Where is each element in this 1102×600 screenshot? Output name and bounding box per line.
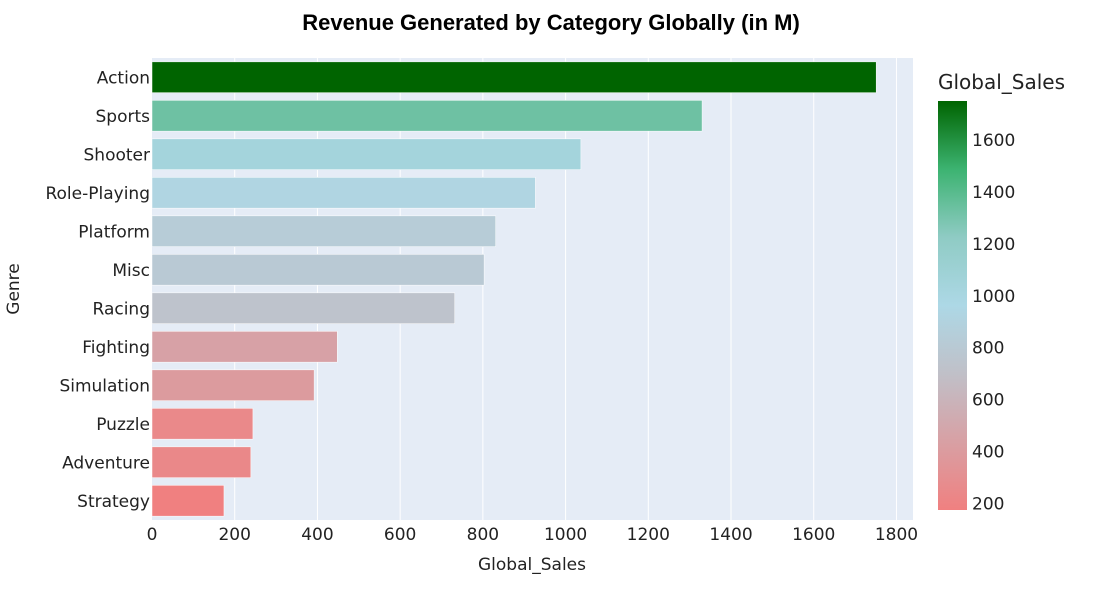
bar-platform	[151, 215, 496, 247]
bar-puzzle	[151, 408, 254, 440]
grid-lines	[234, 58, 897, 520]
colorbar-tick-label: 800	[972, 339, 1004, 359]
x-tick-label: 800	[467, 525, 499, 545]
x-tick-label: 0	[147, 525, 158, 545]
bar-sports	[151, 100, 703, 132]
colorbar-tick-label: 1000	[972, 287, 1015, 307]
colorbar-tick-label: 200	[972, 494, 1004, 514]
x-tick-labels: 0 200 400 600 800 1000 1200 1400 1600 1800	[147, 525, 919, 545]
y-axis-title: Genre	[4, 263, 24, 314]
colorbar-tick-label: 1400	[972, 183, 1015, 203]
bar-simulation	[151, 369, 315, 401]
chart-title: Revenue Generated by Category Globally (…	[302, 10, 800, 35]
bar-action	[151, 61, 877, 93]
x-tick-label: 400	[301, 525, 333, 545]
colorbar-tick-labels: 200 400 600 800 1000 1200 1400 1600	[972, 131, 1015, 514]
colorbar-title: Global_Sales	[938, 70, 1065, 94]
y-tick-label: Platform	[78, 222, 150, 242]
bar-role-playing	[151, 177, 536, 209]
colorbar-tick-label: 1600	[972, 131, 1015, 151]
x-tick-label: 600	[384, 525, 416, 545]
colorbar	[938, 101, 967, 510]
x-tick-label: 1000	[544, 525, 587, 545]
colorbar-tick-label: 400	[972, 442, 1004, 462]
bars	[151, 61, 877, 517]
x-tick-label: 1600	[792, 525, 835, 545]
bar-fighting	[151, 331, 338, 363]
y-tick-label: Role-Playing	[45, 184, 150, 204]
y-tick-label: Sports	[96, 107, 151, 127]
x-tick-label: 1800	[875, 525, 918, 545]
bar-strategy	[151, 485, 225, 517]
plot-area	[152, 58, 913, 520]
y-tick-label: Racing	[93, 299, 151, 319]
y-tick-labels: Action Sports Shooter Role-Playing Platform M…	[45, 68, 150, 512]
bar-racing	[151, 292, 455, 324]
y-tick-label: Fighting	[82, 338, 150, 358]
x-tick-label: 1400	[709, 525, 752, 545]
bar-misc	[151, 254, 485, 286]
y-tick-label: Action	[97, 68, 150, 88]
y-tick-label: Misc	[112, 261, 150, 281]
x-tick-label: 200	[218, 525, 250, 545]
y-tick-label: Adventure	[62, 453, 150, 473]
colorbar-tick-label: 600	[972, 391, 1004, 411]
colorbar-tick-label: 1200	[972, 235, 1015, 255]
y-tick-label: Shooter	[84, 145, 150, 165]
bar-adventure	[151, 446, 252, 478]
x-axis-title: Global_Sales	[478, 555, 586, 575]
y-tick-label: Puzzle	[96, 415, 150, 435]
y-tick-label: Simulation	[59, 376, 150, 396]
bar-shooter	[151, 138, 582, 170]
x-tick-label: 1200	[627, 525, 670, 545]
y-tick-label: Strategy	[77, 492, 150, 512]
